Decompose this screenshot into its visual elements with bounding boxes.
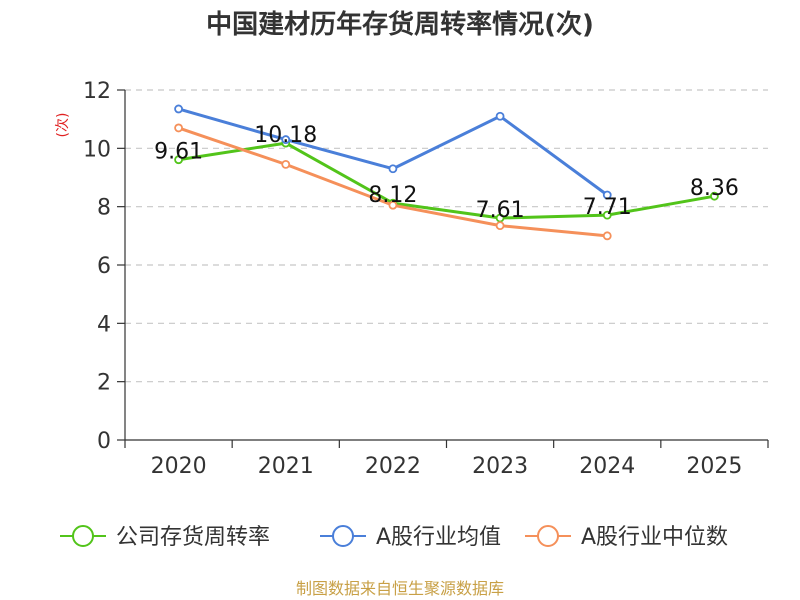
data-point	[602, 210, 612, 220]
legend: 公司存货周转率 A股行业均值 A股行业中位数	[60, 525, 728, 550]
gridlines	[125, 89, 768, 383]
legend-marker	[537, 525, 559, 547]
y-axis-label: (次)	[55, 113, 71, 138]
y-tick-label: 8	[97, 196, 111, 221]
y-tick-label: 12	[83, 79, 111, 104]
data-label: 7.71	[583, 195, 632, 220]
y-tick-label: 4	[97, 312, 111, 337]
x-tick-label: 2020	[151, 454, 207, 479]
x-tick-label: 2021	[258, 454, 314, 479]
data-point	[495, 111, 505, 121]
x-tick-label: 2023	[472, 454, 528, 479]
data-point	[281, 135, 291, 144]
chart-title: 中国建材历年存货周转率情况(次)	[206, 9, 594, 40]
source-note: 制图数据来自恒生聚源数据库	[296, 579, 504, 598]
series-layer	[174, 104, 719, 241]
x-tick-label: 2025	[686, 454, 742, 479]
data-point	[388, 164, 398, 174]
legend-label: A股行业均值	[376, 525, 501, 550]
legend-item: A股行业中位数	[525, 525, 728, 550]
data-label: 8.36	[690, 176, 739, 201]
data-label: 7.61	[476, 198, 525, 223]
data-label: 9.61	[154, 140, 203, 165]
data-label: 8.12	[368, 183, 417, 208]
data-point	[388, 200, 398, 210]
y-tick-label: 6	[97, 254, 111, 279]
data-point	[174, 104, 183, 114]
data-point	[281, 159, 291, 169]
data-labels: 9.61 10.18 8.12 7.61 7.71 8.36	[154, 123, 739, 223]
y-tick-label: 10	[83, 137, 111, 162]
legend-marker	[332, 525, 354, 547]
series-2	[174, 123, 612, 241]
series-1	[174, 104, 612, 200]
series-line	[178, 126, 608, 238]
legend-marker	[72, 525, 94, 547]
series-line	[178, 107, 609, 197]
data-point	[174, 155, 183, 165]
legend-item: A股行业均值	[320, 525, 501, 550]
series-line	[178, 141, 715, 220]
x-tick-label: 2022	[365, 454, 421, 479]
data-label: 10.18	[254, 123, 317, 148]
legend-item: 公司存货周转率	[60, 525, 270, 550]
data-point	[602, 231, 612, 241]
legend-label: A股行业中位数	[581, 525, 728, 550]
y-tick-label: 2	[97, 371, 111, 396]
series-0	[174, 138, 719, 223]
data-point	[602, 190, 612, 200]
x-tick-label: 2024	[579, 454, 635, 479]
y-tick-label: 0	[97, 429, 111, 454]
legend-label: 公司存货周转率	[116, 525, 270, 550]
data-point	[495, 221, 505, 231]
data-point	[174, 123, 183, 133]
axes: 0 2 4 6 8 10 12 2020 2021 2022 2023 2024 2025	[83, 79, 769, 479]
data-point	[710, 191, 719, 201]
